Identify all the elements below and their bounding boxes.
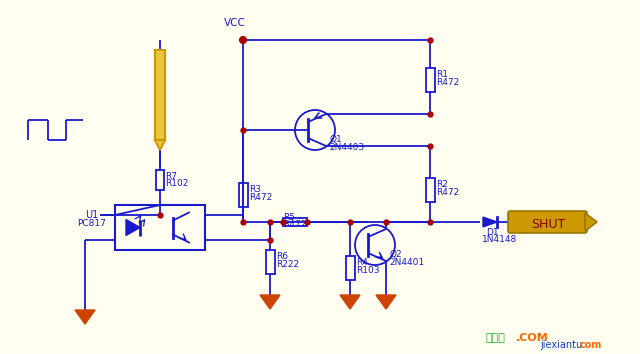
Text: 2N4401: 2N4401 bbox=[389, 258, 424, 267]
Text: R2: R2 bbox=[436, 180, 448, 189]
Text: Q2: Q2 bbox=[389, 250, 402, 259]
Text: R472: R472 bbox=[436, 78, 460, 87]
Bar bbox=[283, 218, 307, 226]
Bar bbox=[426, 178, 435, 202]
Text: R103: R103 bbox=[356, 266, 380, 275]
Text: D1: D1 bbox=[486, 228, 499, 237]
Bar bbox=[426, 68, 435, 92]
Text: 2N4403: 2N4403 bbox=[329, 143, 364, 152]
Bar bbox=[266, 250, 275, 274]
Bar bbox=[239, 183, 248, 207]
Polygon shape bbox=[376, 295, 396, 309]
Text: R1: R1 bbox=[436, 70, 448, 79]
Text: R3: R3 bbox=[249, 185, 261, 194]
Bar bbox=[156, 170, 164, 190]
Text: U1: U1 bbox=[85, 210, 99, 220]
Text: 1N4148: 1N4148 bbox=[482, 235, 517, 244]
Text: R5: R5 bbox=[283, 213, 295, 222]
Text: R7: R7 bbox=[165, 172, 177, 181]
Text: 接线图: 接线图 bbox=[486, 333, 506, 343]
Text: R222: R222 bbox=[276, 260, 299, 269]
Text: R472: R472 bbox=[249, 193, 272, 202]
Text: R6: R6 bbox=[276, 252, 288, 261]
Bar bbox=[155, 50, 165, 140]
Text: R472: R472 bbox=[283, 220, 307, 229]
Text: SHUT: SHUT bbox=[531, 218, 565, 231]
Polygon shape bbox=[483, 217, 497, 227]
Text: R102: R102 bbox=[165, 179, 188, 188]
Text: Q1: Q1 bbox=[329, 135, 342, 144]
Bar bbox=[346, 256, 355, 280]
Polygon shape bbox=[340, 295, 360, 309]
Text: R4: R4 bbox=[356, 258, 368, 267]
Text: VCC: VCC bbox=[224, 18, 246, 28]
Polygon shape bbox=[585, 213, 597, 231]
Text: PC817: PC817 bbox=[77, 219, 106, 228]
Text: jiexiantu.: jiexiantu. bbox=[540, 340, 585, 350]
Polygon shape bbox=[75, 310, 95, 324]
FancyBboxPatch shape bbox=[508, 211, 587, 233]
Text: R472: R472 bbox=[436, 188, 460, 197]
Text: com: com bbox=[580, 340, 602, 350]
Bar bbox=[115, 205, 205, 250]
Polygon shape bbox=[126, 219, 140, 235]
Polygon shape bbox=[155, 140, 165, 150]
Polygon shape bbox=[260, 295, 280, 309]
Text: .COM: .COM bbox=[516, 333, 548, 343]
